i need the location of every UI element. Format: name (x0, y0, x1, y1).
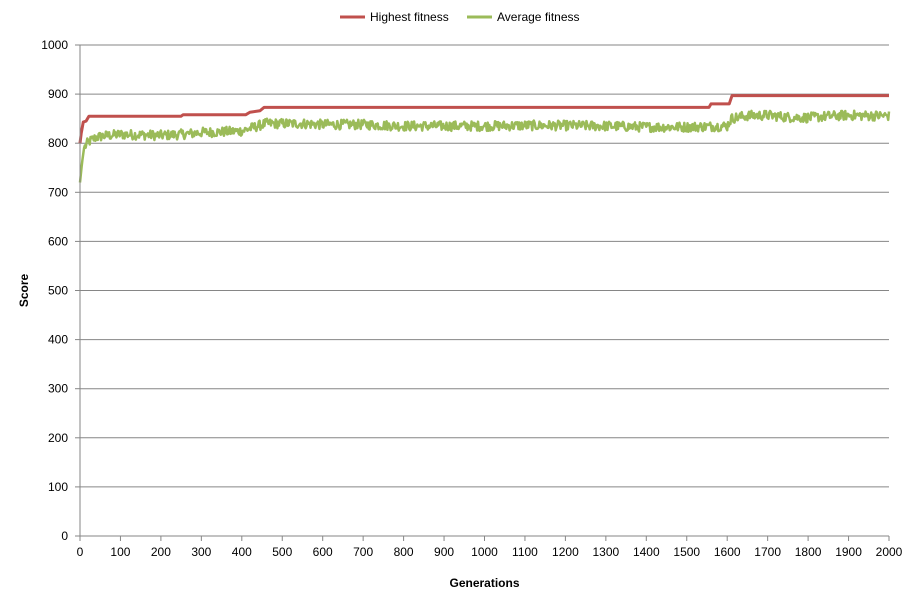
x-tick-label: 400 (232, 545, 252, 559)
x-tick-label: 1000 (471, 545, 498, 559)
y-tick-label: 200 (48, 431, 68, 445)
x-tick-label: 1100 (512, 545, 538, 559)
x-tick-label: 1700 (754, 545, 781, 559)
legend-label-highest-fitness: Highest fitness (370, 10, 449, 24)
legend-item-average-fitness: Average fitness (467, 10, 580, 24)
series-line-average-fitness (78, 109, 891, 183)
y-tick-label: 600 (48, 234, 68, 248)
y-tick-label: 0 (61, 529, 68, 543)
gridlines (75, 44, 890, 541)
x-tick-labels: 0 100 200 300 400 500 600 700 800 900 1000 1100 1200… (77, 545, 903, 559)
x-tick-label: 800 (394, 545, 414, 559)
x-tick-label: 1200 (552, 545, 579, 559)
y-tick-label: 400 (48, 333, 68, 347)
x-tick-label: 1800 (795, 545, 822, 559)
series-line-highest-fitness (78, 94, 889, 144)
x-tick-label: 600 (313, 545, 333, 559)
x-tick-label: 1600 (714, 545, 741, 559)
x-tick-label: 500 (272, 545, 292, 559)
x-tick-label: 0 (77, 545, 84, 559)
y-tick-label: 700 (48, 185, 68, 199)
x-tick-label: 1500 (673, 545, 700, 559)
x-tick-label: 700 (353, 545, 373, 559)
y-tick-label: 300 (48, 382, 68, 396)
x-tick-label: 200 (151, 545, 171, 559)
y-tick-label: 1000 (41, 38, 68, 52)
legend: Highest fitness Average fitness (340, 10, 580, 24)
y-tick-label: 100 (48, 480, 68, 494)
y-tick-labels: 0 100 200 300 400 500 600 700 800 900 1000 (41, 38, 68, 543)
axes (79, 45, 889, 537)
legend-item-highest-fitness: Highest fitness (340, 10, 449, 24)
x-tick-label: 900 (434, 545, 454, 559)
x-tick-label: 2000 (876, 545, 903, 559)
y-axis-title: Score (17, 274, 31, 308)
y-tick-label: 500 (48, 284, 68, 298)
x-tick-label: 1900 (835, 545, 862, 559)
x-tick-label: 1300 (592, 545, 619, 559)
x-tick-label: 1400 (633, 545, 660, 559)
x-tick-label: 300 (191, 545, 211, 559)
x-tick-label: 100 (110, 545, 130, 559)
series-layer (78, 94, 891, 183)
x-axis-title: Generations (449, 576, 519, 590)
legend-label-average-fitness: Average fitness (497, 10, 580, 24)
y-tick-label: 800 (48, 136, 68, 150)
y-tick-label: 900 (48, 87, 68, 101)
